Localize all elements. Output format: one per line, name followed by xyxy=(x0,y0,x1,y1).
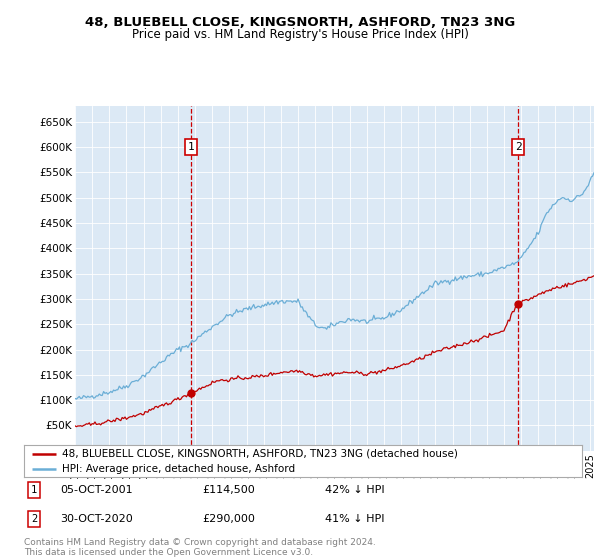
Text: 1: 1 xyxy=(188,142,194,152)
Text: 30-OCT-2020: 30-OCT-2020 xyxy=(60,515,133,524)
Text: 48, BLUEBELL CLOSE, KINGSNORTH, ASHFORD, TN23 3NG: 48, BLUEBELL CLOSE, KINGSNORTH, ASHFORD,… xyxy=(85,16,515,29)
Text: 1: 1 xyxy=(31,486,37,495)
Text: 42% ↓ HPI: 42% ↓ HPI xyxy=(325,486,385,495)
Text: 2: 2 xyxy=(31,515,37,524)
Text: £114,500: £114,500 xyxy=(203,486,256,495)
Text: 2: 2 xyxy=(515,142,521,152)
Text: 41% ↓ HPI: 41% ↓ HPI xyxy=(325,515,385,524)
Text: 05-OCT-2001: 05-OCT-2001 xyxy=(60,486,133,495)
Text: HPI: Average price, detached house, Ashford: HPI: Average price, detached house, Ashf… xyxy=(62,464,295,474)
Text: 48, BLUEBELL CLOSE, KINGSNORTH, ASHFORD, TN23 3NG (detached house): 48, BLUEBELL CLOSE, KINGSNORTH, ASHFORD,… xyxy=(62,449,458,459)
Text: £290,000: £290,000 xyxy=(203,515,256,524)
Text: Contains HM Land Registry data © Crown copyright and database right 2024.
This d: Contains HM Land Registry data © Crown c… xyxy=(24,538,376,557)
Text: Price paid vs. HM Land Registry's House Price Index (HPI): Price paid vs. HM Land Registry's House … xyxy=(131,28,469,41)
